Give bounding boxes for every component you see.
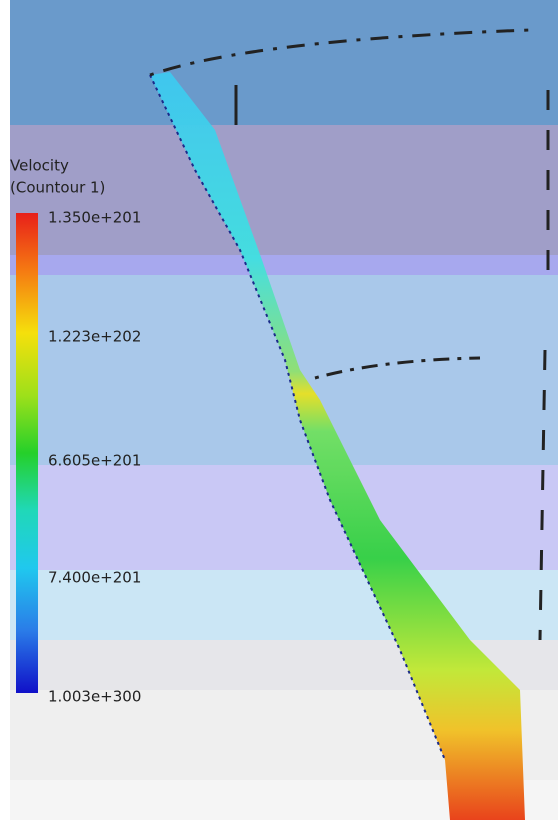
colorbar [16, 213, 38, 693]
colorbar-label: 6.605e+201 [48, 452, 141, 470]
colorbar-label: 7.400e+201 [48, 569, 141, 587]
colorbar-label: 1.223e+202 [48, 328, 141, 346]
legend-title: Velocity [10, 157, 69, 175]
legend-title: (Countour 1) [10, 179, 105, 197]
band [10, 255, 558, 275]
colorbar-label: 1.350e+201 [48, 209, 141, 227]
contour-view: Velocity (Countour 1) 1.350e+201 1.223e+… [0, 0, 558, 820]
band [10, 0, 558, 125]
band [10, 465, 558, 570]
colorbar-label: 1.003e+300 [48, 688, 141, 706]
page: Velocity (Countour 1) 1.350e+201 1.223e+… [0, 0, 558, 820]
band [10, 275, 558, 465]
